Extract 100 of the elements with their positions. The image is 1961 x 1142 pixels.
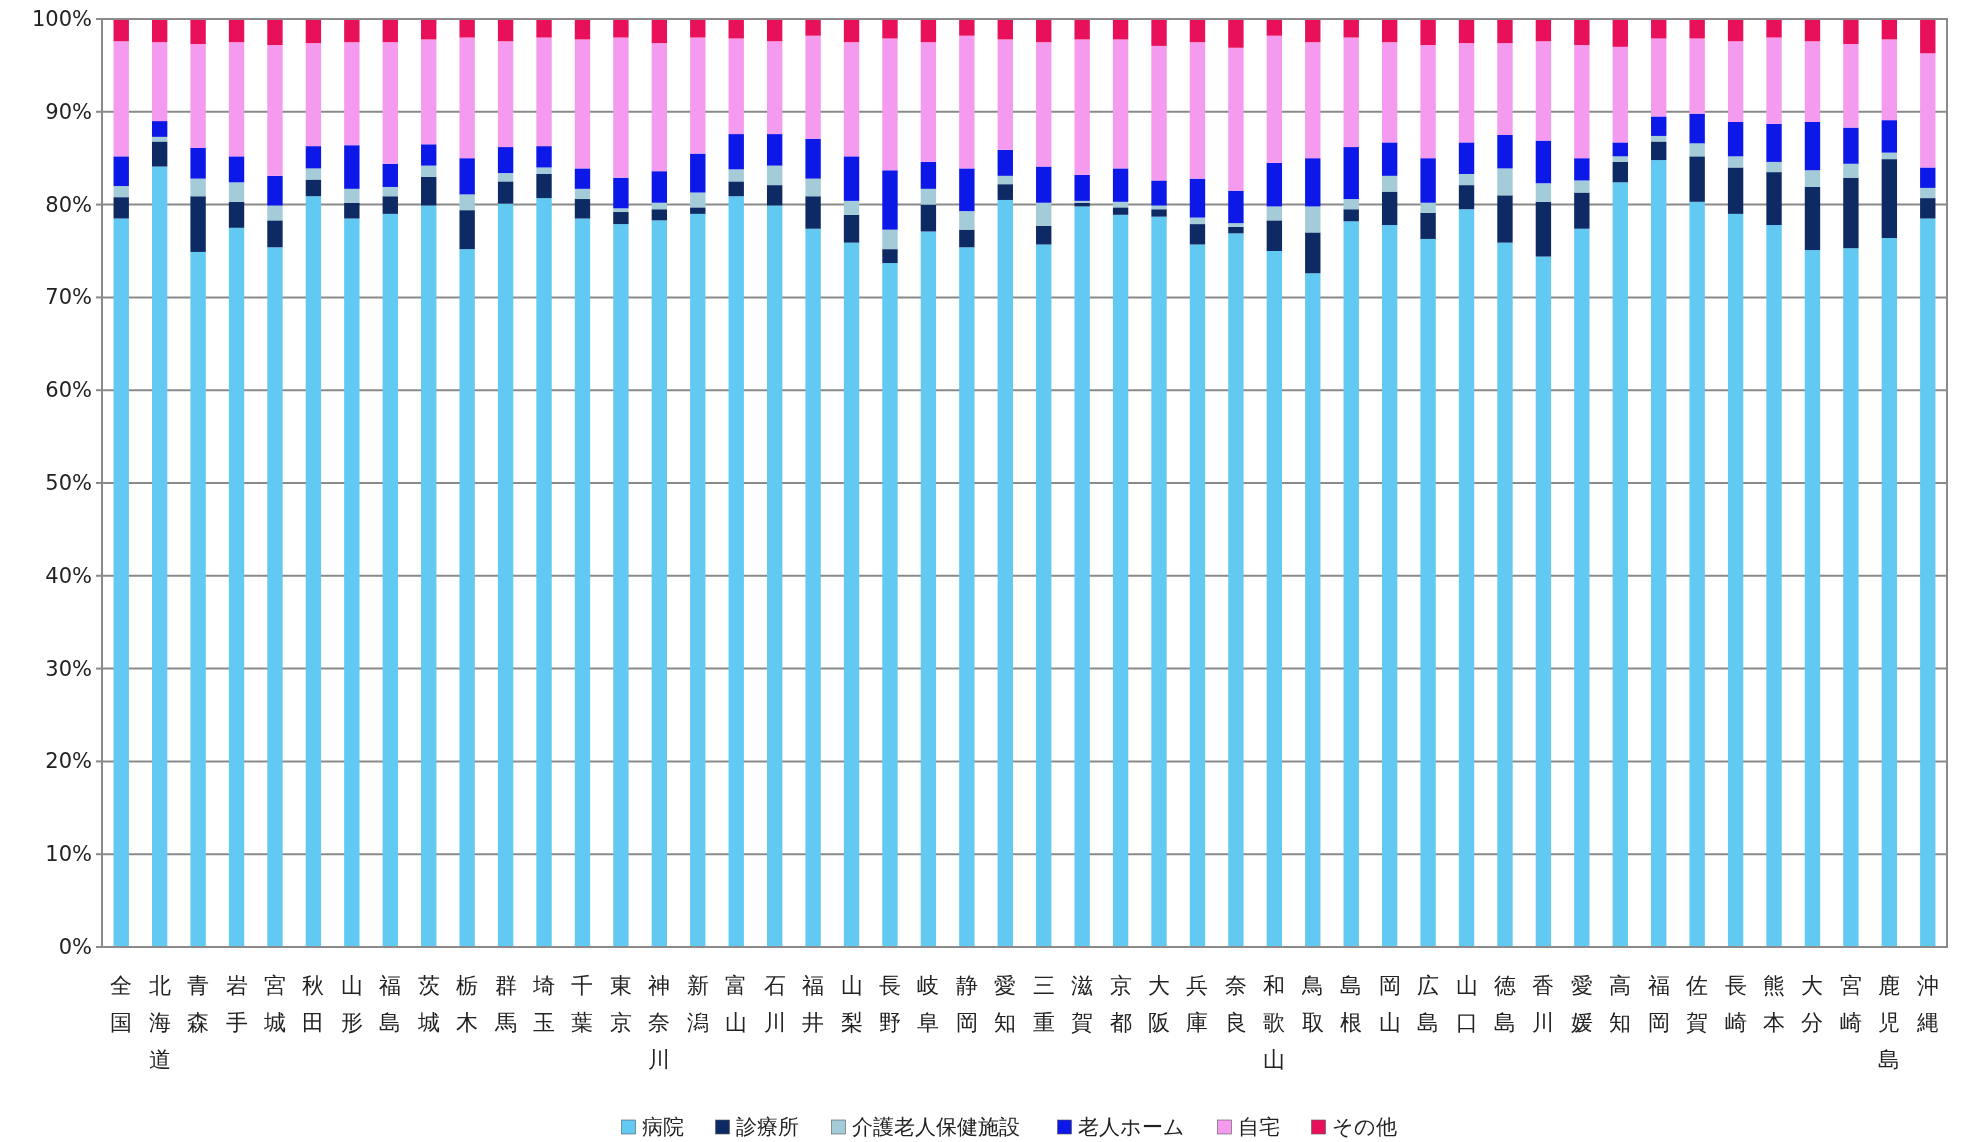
x-tick-label: 山形 xyxy=(340,973,363,1035)
bar xyxy=(497,181,514,204)
x-tick-label: 京都 xyxy=(1109,973,1132,1035)
bar xyxy=(1266,162,1283,207)
bar xyxy=(1651,38,1667,117)
bar xyxy=(1343,199,1359,210)
bar xyxy=(1228,223,1244,227)
bar xyxy=(1420,158,1436,203)
bar xyxy=(997,175,1013,185)
bar xyxy=(1804,41,1821,123)
legend-label: 自宅 xyxy=(1237,1115,1280,1139)
bar xyxy=(1612,156,1628,162)
bar xyxy=(1920,198,1936,219)
bar xyxy=(497,19,514,42)
bar xyxy=(690,153,706,193)
bar xyxy=(766,165,783,186)
bar xyxy=(267,19,283,45)
bar xyxy=(536,198,552,947)
bar xyxy=(1881,159,1898,239)
bar xyxy=(1151,45,1167,181)
bar xyxy=(1535,41,1552,141)
bar xyxy=(1612,161,1628,183)
bar xyxy=(843,200,860,215)
bar xyxy=(1804,19,1821,42)
bar xyxy=(959,211,975,230)
bar xyxy=(1228,233,1244,947)
x-tick-label: 兵庫 xyxy=(1186,973,1209,1035)
bar xyxy=(1343,147,1359,200)
bar xyxy=(882,249,898,264)
bar xyxy=(151,19,168,43)
bar xyxy=(1305,158,1321,207)
bar xyxy=(1266,35,1283,163)
bar xyxy=(574,199,591,219)
bar xyxy=(1189,224,1206,245)
bar xyxy=(1574,158,1590,181)
x-tick-label: 広島 xyxy=(1417,973,1440,1035)
bar xyxy=(305,196,322,947)
x-tick-label: 山口 xyxy=(1455,973,1478,1035)
bar xyxy=(959,229,975,248)
bar xyxy=(959,35,975,169)
bar xyxy=(920,204,937,232)
y-tick-label: 70% xyxy=(45,285,92,310)
bar xyxy=(613,177,629,209)
bar xyxy=(1612,182,1628,947)
bar xyxy=(728,169,744,182)
bar xyxy=(1574,180,1590,193)
x-tick-label: 北海道 xyxy=(148,973,171,1072)
x-tick-label: 埼玉 xyxy=(532,973,556,1035)
bar xyxy=(1881,19,1898,40)
bar xyxy=(113,41,129,157)
y-tick-label: 80% xyxy=(45,192,92,217)
bar xyxy=(920,188,937,205)
bar xyxy=(843,42,860,157)
bar xyxy=(1343,19,1359,38)
bar xyxy=(920,161,937,189)
bar xyxy=(305,146,322,169)
bar xyxy=(1843,177,1859,249)
bar xyxy=(574,168,591,189)
bar xyxy=(613,212,629,225)
y-tick-label: 20% xyxy=(45,749,92,774)
bar xyxy=(1112,39,1129,169)
bar xyxy=(1497,242,1513,947)
bar xyxy=(651,220,668,947)
bar xyxy=(459,158,475,195)
bar xyxy=(1881,39,1898,121)
bar xyxy=(382,42,398,164)
bar xyxy=(1305,42,1321,159)
bar xyxy=(805,196,821,229)
bar xyxy=(305,43,322,147)
bar xyxy=(728,134,744,170)
bar xyxy=(651,171,668,203)
bar xyxy=(536,146,552,168)
x-tick-label: 新潟 xyxy=(686,973,709,1035)
bar xyxy=(959,168,975,212)
bar xyxy=(267,247,283,947)
bar xyxy=(1381,225,1398,947)
x-tick-label: 愛知 xyxy=(994,973,1017,1035)
bar xyxy=(382,213,398,947)
bar xyxy=(1189,244,1206,947)
bar xyxy=(1689,156,1705,202)
bar xyxy=(997,149,1013,176)
bar xyxy=(959,247,975,947)
bar xyxy=(1497,19,1513,44)
bar xyxy=(1189,217,1206,225)
bar xyxy=(459,249,475,947)
bar xyxy=(421,176,437,206)
x-tick-label: 秋田 xyxy=(302,973,325,1035)
bar xyxy=(1036,166,1052,203)
bar xyxy=(1036,244,1052,947)
y-tick-label: 30% xyxy=(45,656,92,681)
bar xyxy=(113,218,129,947)
bar xyxy=(151,166,168,947)
bar xyxy=(267,220,283,248)
bar xyxy=(1535,140,1552,184)
bar xyxy=(1343,209,1359,222)
bar xyxy=(690,213,706,947)
bar xyxy=(497,147,514,174)
bar xyxy=(1766,172,1782,226)
bar xyxy=(1689,38,1705,114)
bar xyxy=(1727,19,1744,42)
